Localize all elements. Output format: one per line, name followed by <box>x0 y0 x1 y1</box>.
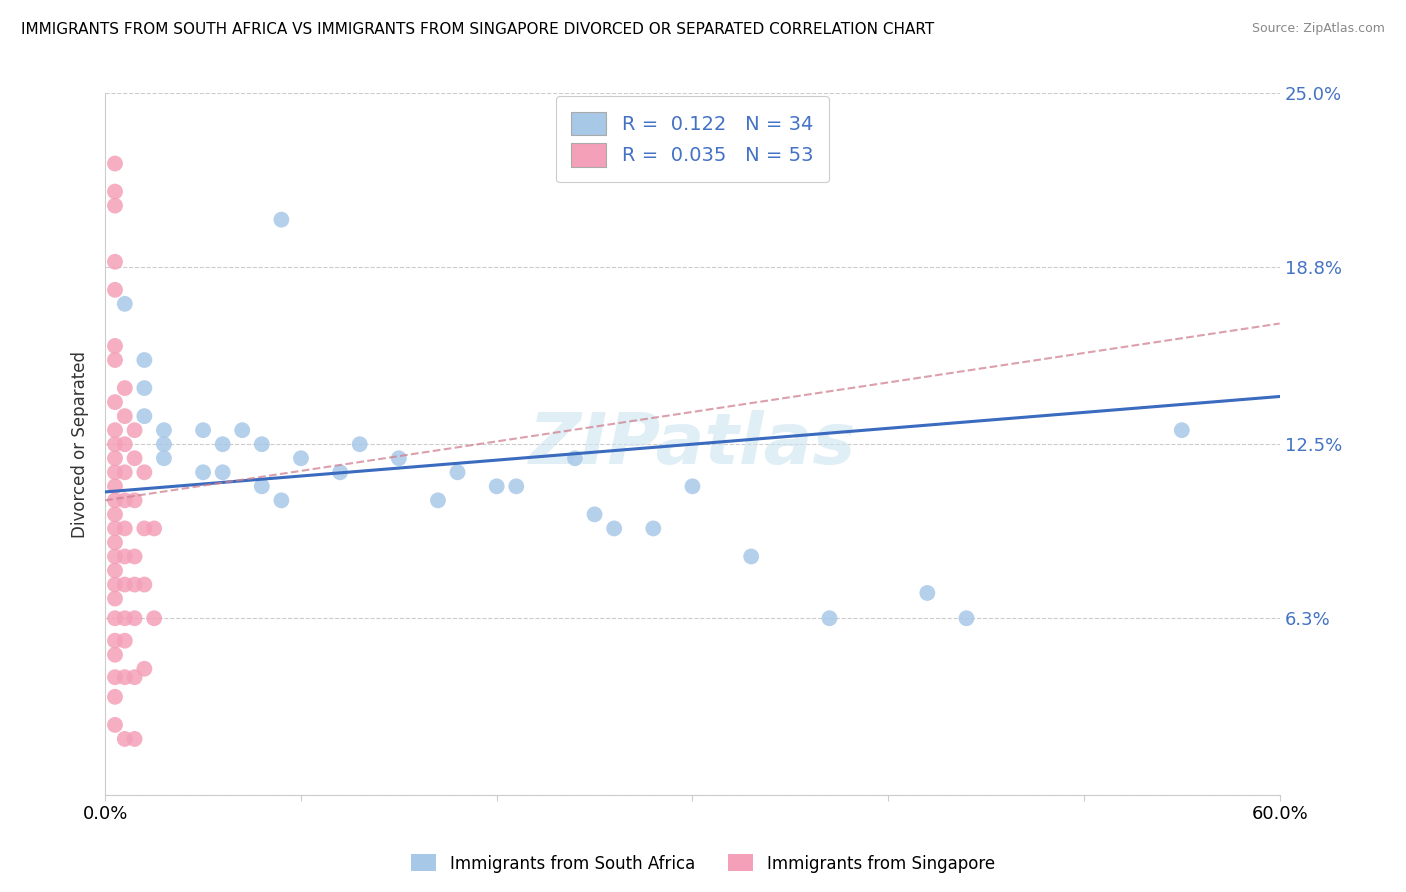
Point <box>681 479 703 493</box>
Point <box>134 465 156 479</box>
Point <box>231 423 253 437</box>
Point <box>124 493 146 508</box>
Point <box>104 353 127 368</box>
Point <box>114 437 136 451</box>
Point <box>427 493 450 508</box>
Point <box>104 185 127 199</box>
Point <box>104 156 127 170</box>
Text: Source: ZipAtlas.com: Source: ZipAtlas.com <box>1251 22 1385 36</box>
Point <box>104 508 127 522</box>
Legend: Immigrants from South Africa, Immigrants from Singapore: Immigrants from South Africa, Immigrants… <box>405 847 1001 880</box>
Point <box>104 493 127 508</box>
Point <box>134 409 156 424</box>
Point <box>124 549 146 564</box>
Point <box>104 437 127 451</box>
Point <box>250 479 273 493</box>
Point <box>917 586 939 600</box>
Point <box>104 718 127 732</box>
Point <box>153 423 176 437</box>
Point <box>104 395 127 409</box>
Point <box>104 465 127 479</box>
Point <box>104 564 127 578</box>
Point <box>124 577 146 591</box>
Point <box>114 549 136 564</box>
Point <box>124 611 146 625</box>
Point <box>505 479 527 493</box>
Point <box>114 493 136 508</box>
Point <box>114 670 136 684</box>
Point <box>104 670 127 684</box>
Point <box>114 611 136 625</box>
Point <box>124 423 146 437</box>
Point <box>740 549 762 564</box>
Point <box>104 254 127 268</box>
Point <box>114 521 136 535</box>
Point <box>211 465 233 479</box>
Point <box>134 521 156 535</box>
Point <box>153 437 176 451</box>
Point <box>104 283 127 297</box>
Point <box>191 465 214 479</box>
Point <box>143 611 166 625</box>
Point <box>1171 423 1194 437</box>
Point <box>134 577 156 591</box>
Point <box>114 577 136 591</box>
Point <box>564 451 586 466</box>
Point <box>104 451 127 466</box>
Point <box>191 423 214 437</box>
Point <box>134 662 156 676</box>
Point <box>388 451 411 466</box>
Point <box>104 521 127 535</box>
Point <box>143 521 166 535</box>
Point <box>104 423 127 437</box>
Point <box>290 451 312 466</box>
Point <box>114 297 136 311</box>
Point <box>124 451 146 466</box>
Legend: R =  0.122   N = 34, R =  0.035   N = 53: R = 0.122 N = 34, R = 0.035 N = 53 <box>555 96 830 182</box>
Text: ZIPatlas: ZIPatlas <box>529 409 856 479</box>
Point <box>250 437 273 451</box>
Point <box>349 437 371 451</box>
Point <box>104 199 127 213</box>
Point <box>114 731 136 746</box>
Point <box>104 535 127 549</box>
Point <box>104 611 127 625</box>
Point <box>104 591 127 606</box>
Point <box>114 465 136 479</box>
Point <box>134 381 156 395</box>
Point <box>153 451 176 466</box>
Point <box>114 409 136 424</box>
Point <box>270 212 292 227</box>
Point <box>104 577 127 591</box>
Point <box>211 437 233 451</box>
Point <box>104 479 127 493</box>
Y-axis label: Divorced or Separated: Divorced or Separated <box>72 351 89 538</box>
Point <box>104 633 127 648</box>
Point <box>329 465 352 479</box>
Point <box>134 353 156 368</box>
Point <box>114 633 136 648</box>
Point <box>818 611 841 625</box>
Text: IMMIGRANTS FROM SOUTH AFRICA VS IMMIGRANTS FROM SINGAPORE DIVORCED OR SEPARATED : IMMIGRANTS FROM SOUTH AFRICA VS IMMIGRAN… <box>21 22 935 37</box>
Point <box>446 465 468 479</box>
Point <box>114 381 136 395</box>
Point <box>603 521 626 535</box>
Point <box>104 690 127 704</box>
Point <box>583 508 606 522</box>
Point <box>104 549 127 564</box>
Point <box>270 493 292 508</box>
Point <box>124 731 146 746</box>
Point <box>485 479 508 493</box>
Point <box>104 648 127 662</box>
Point <box>643 521 665 535</box>
Point <box>104 339 127 353</box>
Point <box>124 670 146 684</box>
Point <box>955 611 977 625</box>
